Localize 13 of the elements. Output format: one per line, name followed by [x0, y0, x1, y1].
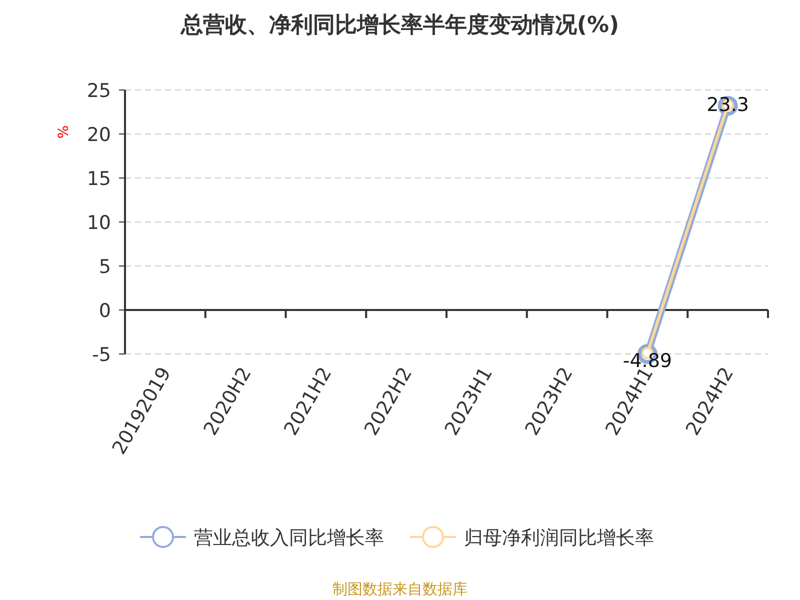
y-tick-label: -5 [92, 344, 111, 366]
chart-title: 总营收、净利同比增长率半年度变动情况(%) [180, 12, 620, 38]
y-tick-label: 25 [86, 80, 111, 102]
y-tick-label: 15 [86, 168, 111, 190]
data-label: 23.3 [706, 94, 749, 116]
y-tick-label: 10 [86, 212, 111, 234]
text: 制图数据来自数据库 [332, 580, 468, 598]
y-tick-label: 20 [86, 124, 111, 146]
y-tick-label: 0 [98, 300, 111, 322]
y-axis-title: % [56, 125, 72, 139]
legend-label: 归母净利润同比增长率 [464, 527, 654, 549]
legend-label: 营业总收入同比增长率 [194, 527, 384, 549]
y-tick-label: 5 [98, 256, 111, 278]
